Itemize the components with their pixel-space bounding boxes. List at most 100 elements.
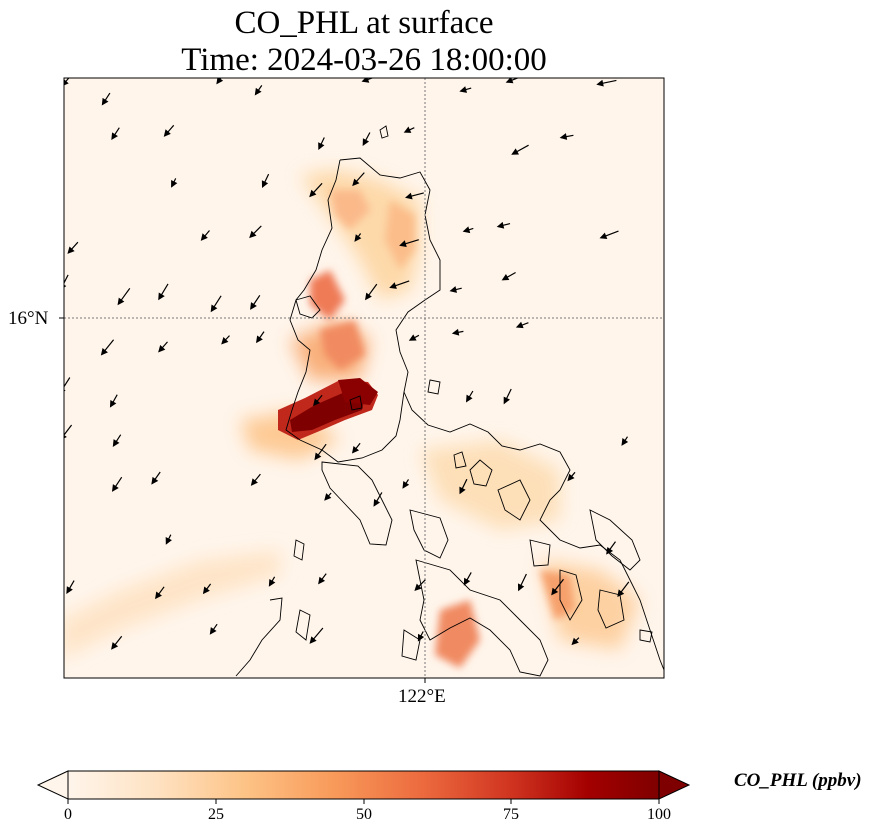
wind-arrowhead: [617, 589, 625, 598]
wind-arrowhead: [373, 498, 381, 507]
wind-arrowhead: [354, 234, 362, 242]
wind-arrowhead: [571, 637, 579, 646]
wind-arrowhead: [100, 348, 108, 356]
colorbar-label: CO_PHL (ppbv): [734, 770, 862, 791]
wind-arrowhead: [151, 476, 159, 485]
colorbar-extend-low: [36, 770, 69, 800]
wind-arrowhead: [559, 133, 568, 140]
wind-arrowhead: [459, 86, 468, 93]
wind-arrowhead: [404, 192, 413, 200]
wind-arrowhead: [599, 232, 608, 239]
colorbar-tick-75: 75: [503, 806, 519, 823]
wind-arrowhead: [202, 586, 210, 595]
wind-arrowhead: [249, 230, 257, 239]
wind-arrowhead: [463, 577, 471, 586]
colorbar-gradient: [67, 770, 660, 800]
wind-arrowhead: [466, 394, 473, 403]
wind-arrowhead: [408, 334, 417, 341]
map-title-time: Time: 2024-03-26 18:00:00: [181, 42, 547, 78]
wind-arrowhead: [417, 633, 425, 642]
wind-arrowhead: [517, 583, 525, 592]
wind-arrowhead: [451, 328, 460, 336]
wind-arrowhead: [200, 233, 208, 241]
wind-arrowhead: [324, 493, 332, 501]
wind-arrowhead: [158, 292, 165, 301]
wind-arrowhead: [462, 226, 471, 234]
wind-arrowhead: [505, 78, 514, 84]
wind-arrowhead: [101, 97, 109, 106]
wind-arrow: [64, 377, 71, 388]
wind-vectors: [54, 78, 630, 650]
wind-arrowhead: [449, 286, 457, 293]
wind-arrowhead: [362, 138, 370, 146]
wind-arrowhead: [112, 439, 120, 447]
colorbar-tick-0: 0: [64, 806, 72, 823]
wind-arrowhead: [163, 129, 171, 137]
wind-arrow: [64, 424, 73, 437]
wind-arrowhead: [109, 400, 117, 408]
map-title-variable: CO_PHL at surface: [234, 5, 494, 41]
wind-arrowhead: [351, 446, 360, 454]
wind-arrowhead: [111, 132, 118, 141]
wind-arrowhead: [606, 546, 614, 555]
wind-arrow: [64, 78, 70, 85]
wind-arrowhead: [503, 396, 510, 405]
wind-arrowhead: [216, 78, 224, 85]
wind-arrowhead: [250, 302, 257, 310]
wind-arrowhead: [496, 221, 505, 229]
colorbar-tick-50: 50: [356, 806, 372, 823]
wind-arrowhead: [596, 79, 604, 87]
wind-arrowhead: [67, 246, 75, 254]
wind-arrowhead: [318, 142, 325, 151]
wind-arrowhead: [399, 240, 407, 247]
graticule: [64, 78, 664, 678]
wind-arrowhead: [111, 642, 119, 650]
wind-arrowhead: [309, 636, 317, 644]
wind-arrowhead: [365, 292, 372, 301]
wind-arrowhead: [501, 273, 510, 281]
wind-arrowhead: [250, 478, 258, 486]
co-concentration-field: [64, 170, 640, 668]
wind-arrowhead: [210, 304, 218, 313]
wind-arrowhead: [256, 335, 263, 344]
colorbar-tick-25: 25: [208, 806, 224, 823]
wind-arrowhead: [459, 486, 466, 495]
wind-arrowhead: [403, 126, 412, 133]
wind-arrow: [54, 484, 61, 493]
wind-arrowhead: [314, 452, 322, 461]
wind-arrowhead: [361, 78, 370, 83]
wind-arrowhead: [389, 282, 397, 289]
wind-arrowhead: [221, 336, 229, 345]
wind-arrowhead: [209, 627, 217, 635]
wind-arrowhead: [171, 180, 178, 188]
wind-arrowhead: [352, 178, 360, 187]
colorbar-extend-high: [658, 770, 691, 800]
wind-arrowhead: [64, 79, 69, 86]
wind-arrowhead: [66, 586, 73, 594]
coastlines: [235, 125, 664, 677]
colorbar: [36, 770, 691, 804]
wind-arrowhead: [313, 398, 321, 407]
wind-arrowhead: [621, 438, 629, 446]
map-frame: [63, 77, 665, 679]
wind-arrowhead: [318, 576, 326, 585]
map-panel: [54, 78, 664, 678]
wind-arrowhead: [155, 591, 162, 600]
wind-arrowhead: [117, 297, 125, 306]
wind-arrowhead: [551, 587, 559, 596]
wind-arrowhead: [414, 583, 422, 591]
longitude-tick-label: 122°E: [398, 686, 446, 707]
wind-arrowhead: [254, 87, 262, 96]
wind-arrowhead: [309, 189, 317, 198]
wind-arrowhead: [268, 578, 276, 587]
wind-arrowhead: [402, 480, 410, 489]
wind-arrowhead: [511, 148, 519, 155]
wind-arrowhead: [54, 487, 59, 493]
colorbar-tick-100: 100: [647, 806, 671, 823]
wind-arrowhead: [515, 321, 524, 329]
latitude-tick-label: 16°N: [8, 308, 49, 329]
wind-arrowhead: [261, 180, 269, 189]
wind-arrowhead: [567, 473, 575, 482]
wind-arrowhead: [158, 345, 166, 353]
